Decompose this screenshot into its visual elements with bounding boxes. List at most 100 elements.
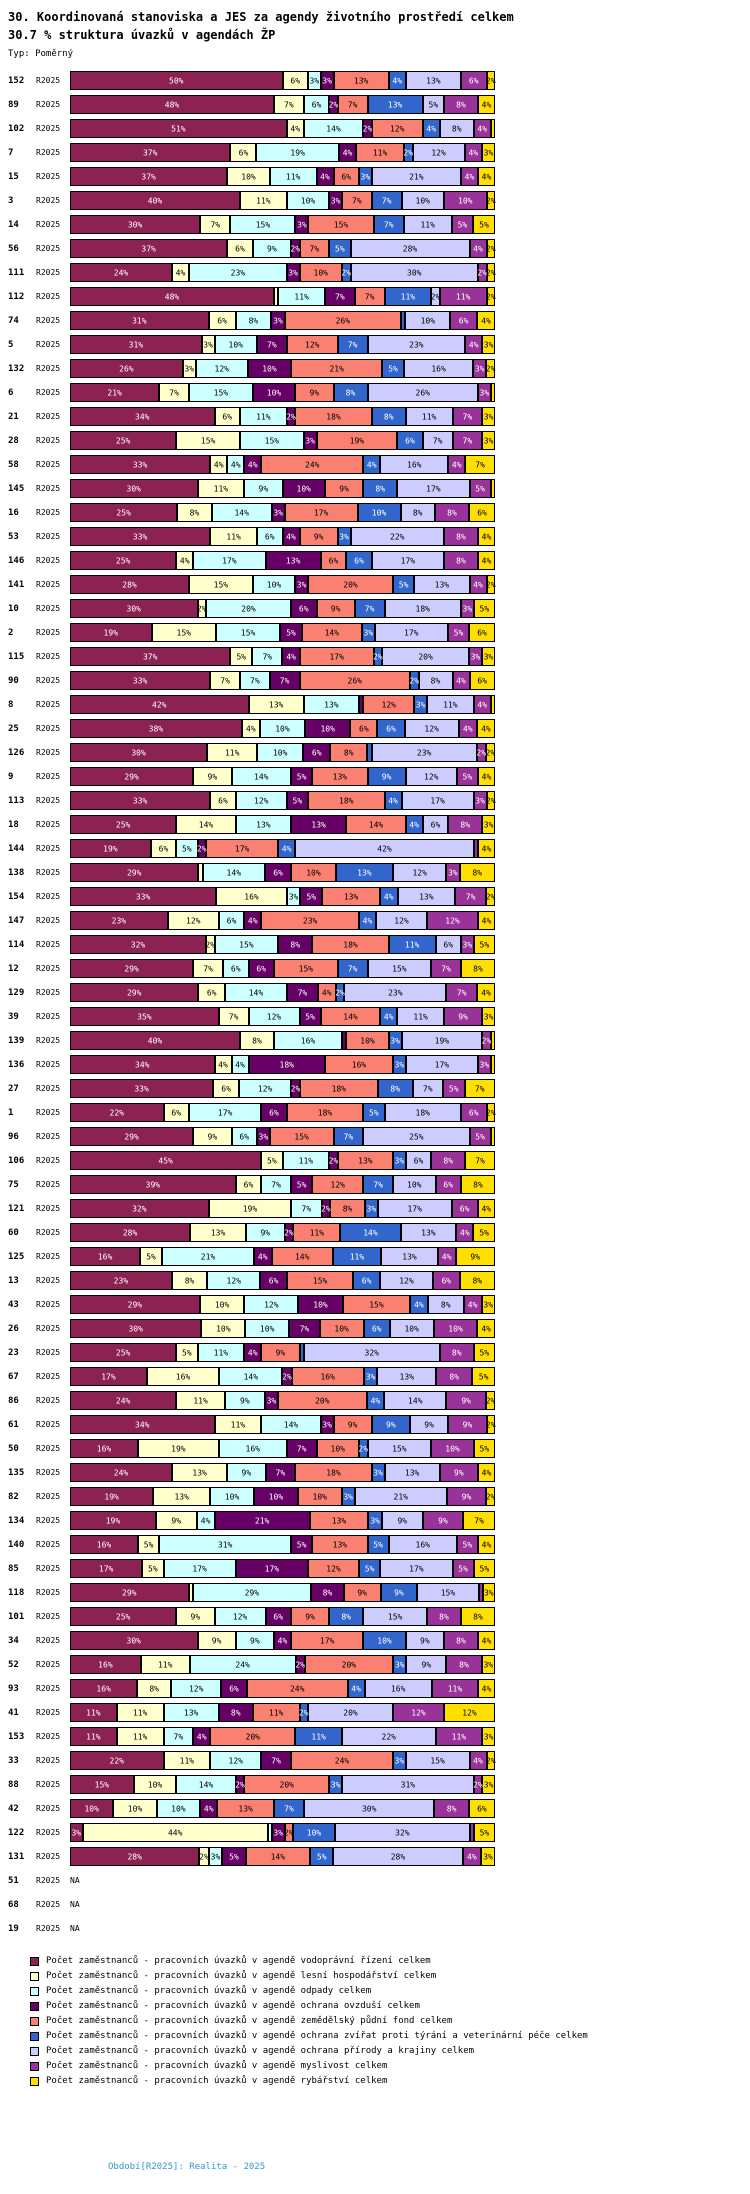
- bar-segment: 37%: [70, 647, 231, 666]
- bar-segment: 13%: [337, 1151, 393, 1170]
- bar-segment: 12%: [393, 863, 447, 882]
- bar-segment: 11%: [207, 743, 258, 762]
- bar-segment: 8%: [240, 1031, 274, 1050]
- bar-segment: [490, 695, 495, 714]
- segment-value-label: 30%: [126, 484, 141, 493]
- bar-segment: 9%: [197, 1631, 236, 1650]
- segment-value-label: 8%: [473, 964, 483, 973]
- bar-segment: 16%: [70, 1535, 138, 1554]
- legend-label: Počet zaměstnanců - pracovních úvazků v …: [46, 2076, 388, 2086]
- segment-value-label: 10%: [266, 388, 282, 397]
- segment-value-label: 16%: [96, 1444, 112, 1453]
- chart-row: 21 R2025 34% 6% 11% 2% 18% 8% 11% 7% 3%: [8, 407, 750, 426]
- bar-segment: 7%: [163, 1727, 194, 1746]
- bar-segment: 2%: [335, 983, 345, 1002]
- series-label: R2025: [36, 1204, 61, 1213]
- bar-segment: 6%: [210, 791, 236, 810]
- series-label: R2025: [36, 1756, 61, 1765]
- segment-value-label: 6%: [268, 1276, 279, 1285]
- bar-segment: 19%: [256, 143, 339, 162]
- bar-segment: 2%: [295, 1655, 305, 1674]
- segment-value-label: 4%: [392, 76, 403, 85]
- segment-value-label: 5%: [296, 1180, 307, 1189]
- segment-value-label: 8%: [343, 748, 354, 757]
- row-id-label: 3: [8, 195, 14, 206]
- segment-value-label: 4%: [342, 148, 353, 157]
- row-id-label: 13: [8, 1275, 19, 1286]
- bar-segment: 9%: [325, 479, 364, 498]
- segment-value-label: 13%: [387, 100, 403, 109]
- segment-value-label: 2%: [403, 148, 414, 157]
- bar-segment: 6%: [450, 311, 478, 330]
- bar-segment: 15%: [230, 215, 296, 234]
- chart-row: 6 R2025 21% 7% 15% 10% 9% 8% 26% 3%: [8, 383, 750, 402]
- segment-value-label: 5%: [143, 1540, 154, 1549]
- bar-segment: 8%: [444, 527, 478, 546]
- bar-segment: 8%: [329, 1607, 364, 1626]
- bar-segment: 3%: [271, 1823, 285, 1842]
- bar-segment: 3%: [364, 1199, 378, 1218]
- bar-segment: 13%: [172, 1463, 228, 1482]
- stacked-bar: 16% 5% 31% 5% 13% 5% 16% 5% 4%: [70, 1535, 495, 1554]
- row-id-label: 5: [8, 339, 14, 350]
- segment-value-label: 7%: [383, 220, 394, 229]
- page-subtitle: 30.7 % struktura úvazků v agendách ŽP: [8, 28, 276, 42]
- type-label: Typ: Poměrný: [8, 49, 74, 59]
- bar-segment: 34%: [70, 407, 215, 426]
- segment-value-label: 13%: [285, 556, 301, 565]
- segment-value-label: 9%: [190, 1612, 201, 1621]
- segment-value-label: 6%: [371, 1324, 382, 1333]
- segment-value-label: 16%: [244, 892, 259, 901]
- bar-segment: 12%: [412, 143, 465, 162]
- bar-segment: 4%: [478, 1463, 495, 1482]
- segment-value-label: 19%: [103, 844, 118, 853]
- bar-segment: 18%: [295, 407, 372, 426]
- bar-segment: 4%: [477, 983, 495, 1002]
- chart-row: 23 R2025 25% 5% 11% 4% 9% 32% 8% 5%: [8, 1343, 750, 1362]
- segment-value-label: 11%: [400, 292, 416, 301]
- chart-row: 147 R2025 23% 12% 6% 4% 23% 4% 12% 12% 4%: [8, 911, 750, 930]
- bar-segment: 3%: [286, 887, 301, 906]
- segment-value-label: 7%: [475, 460, 485, 469]
- bar-segment: 4%: [477, 1199, 495, 1218]
- segment-value-label: 20%: [343, 580, 358, 589]
- segment-value-label: 4%: [370, 1396, 381, 1405]
- bar-segment: 15%: [151, 623, 216, 642]
- bar-segment: 9%: [448, 1415, 487, 1434]
- segment-value-label: 8%: [230, 1708, 241, 1717]
- segment-value-label: 13%: [402, 1252, 417, 1261]
- stacked-bar: 32% 19% 7% 2% 8% 3% 17% 6% 4%: [70, 1199, 495, 1218]
- chart-row: 67 R2025 17% 16% 14% 2% 16% 3% 13% 8% 5%: [8, 1367, 750, 1386]
- series-label: R2025: [36, 1876, 61, 1885]
- stacked-bar: 33% 11% 6% 4% 9% 3% 22% 8% 4%: [70, 527, 495, 546]
- chart-row: 68 R2025 NA: [8, 1895, 750, 1914]
- row-id-label: 23: [8, 1347, 19, 1358]
- bar-segment: 3%: [201, 335, 215, 354]
- bar-segment: 13%: [335, 863, 394, 882]
- row-id-label: 152: [8, 75, 25, 86]
- chart-row: 106 R2025 45% 5% 11% 2% 13% 3% 6% 8% 7%: [8, 1151, 750, 1170]
- segment-value-label: 7%: [364, 292, 375, 301]
- segment-value-label: 13%: [404, 1468, 420, 1477]
- chart-row: 50 R2025 16% 19% 16% 7% 10% 2% 15% 10% 5%: [8, 1439, 750, 1458]
- bar-segment: 2%: [358, 1439, 368, 1458]
- segment-value-label: 7%: [284, 1804, 294, 1813]
- bar-segment: 42%: [295, 839, 474, 858]
- segment-value-label: 2%: [373, 652, 383, 661]
- bar-segment: 17%: [374, 623, 448, 642]
- bar-segment: 33%: [70, 527, 211, 546]
- segment-value-label: 6%: [290, 76, 301, 85]
- segment-value-label: 37%: [142, 148, 158, 157]
- row-id-label: 134: [8, 1515, 25, 1526]
- row-id-label: 126: [8, 747, 25, 758]
- stacked-bar: 23% 12% 6% 4% 23% 4% 12% 12% 4%: [70, 911, 495, 930]
- segment-value-label: 12%: [399, 1276, 414, 1285]
- bar-segment: 32%: [335, 1823, 470, 1842]
- segment-value-label: 17%: [319, 1636, 335, 1645]
- bar-segment: 20%: [308, 575, 393, 594]
- bar-segment: 4%: [437, 1247, 456, 1266]
- segment-value-label: 4%: [235, 1060, 245, 1069]
- segment-value-label: 9%: [462, 1420, 473, 1429]
- bar-segment: 21%: [162, 1247, 254, 1266]
- segment-value-label: 22%: [109, 1108, 124, 1117]
